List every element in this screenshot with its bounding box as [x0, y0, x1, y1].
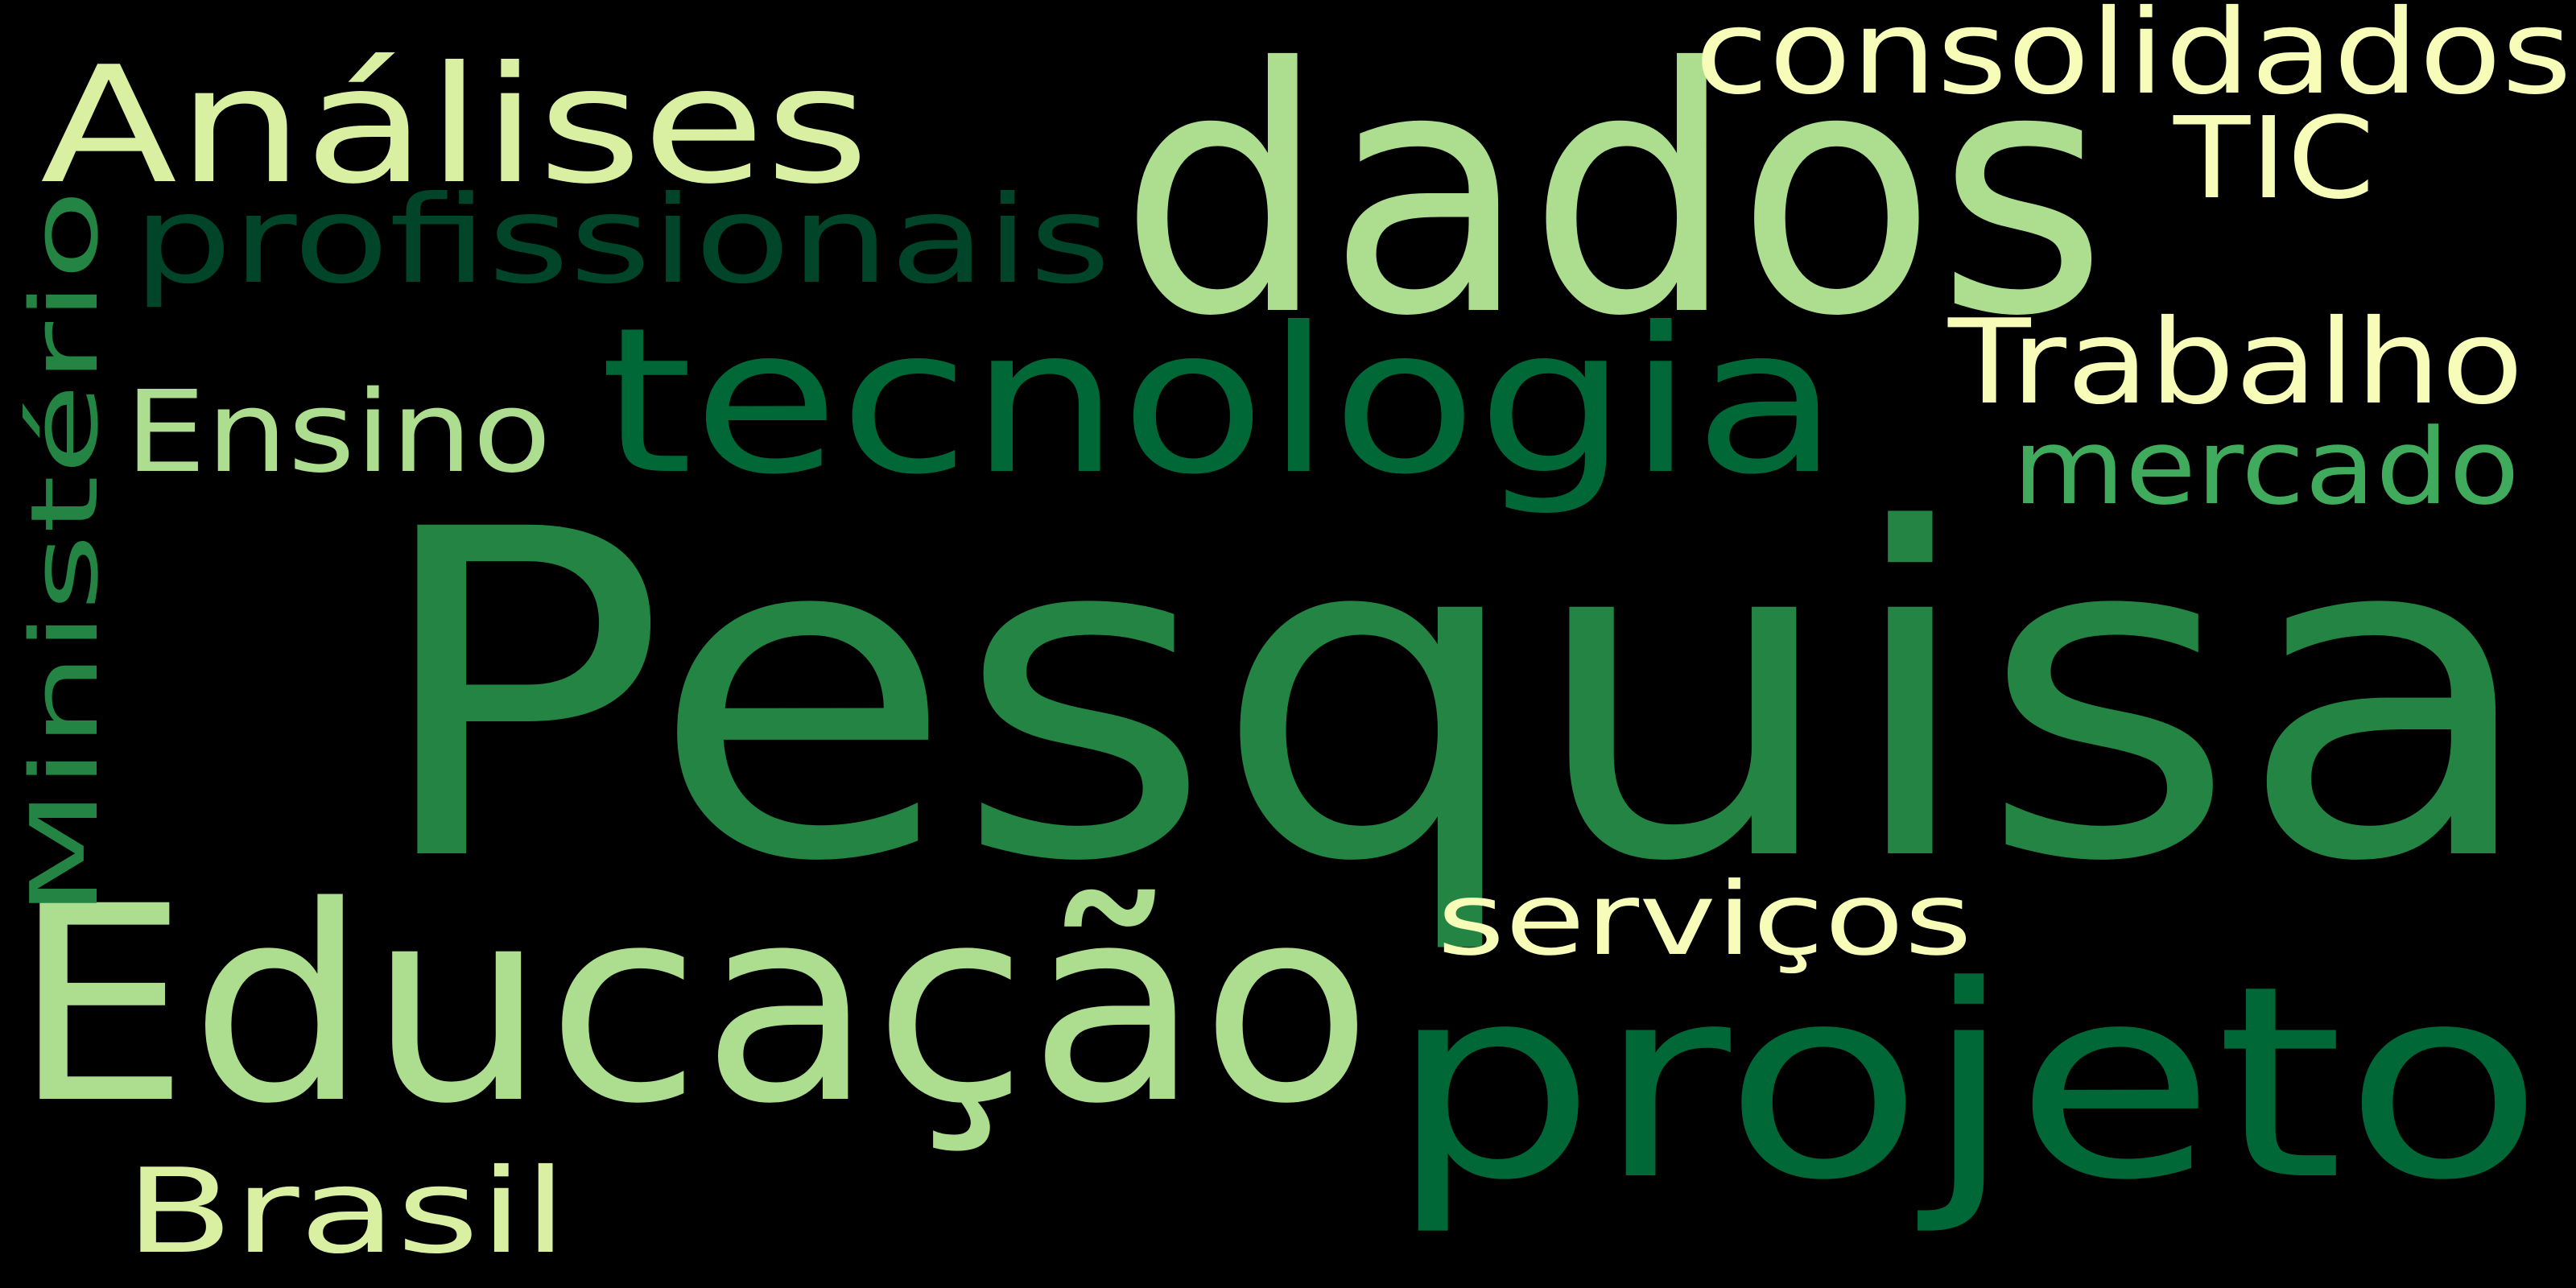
- word-group: Pesquisa dados Educação projeto tecnolog…: [11, 0, 2572, 1280]
- word-servicos: serviços: [1437, 861, 1972, 978]
- word-pesquisa: Pesquisa: [369, 436, 2541, 960]
- word-consolidados: consolidados: [1695, 0, 2572, 121]
- word-profissionais: profissionais: [133, 171, 1111, 311]
- word-educacao: Educação: [12, 849, 1373, 1163]
- word-projeto: projeto: [1389, 929, 2544, 1238]
- word-analises: Análises: [40, 32, 869, 220]
- word-tic: TIC: [2173, 93, 2375, 225]
- word-ensino: Ensino: [125, 367, 551, 498]
- word-brasil: Brasil: [125, 1144, 568, 1280]
- word-trabalho: Trabalho: [1947, 295, 2524, 431]
- word-ministerio: Ministério: [11, 189, 119, 918]
- word-dados: dados: [1119, 0, 2107, 390]
- word-tecnologia: tecnologia: [600, 284, 1839, 518]
- word-mercado: mercado: [2013, 406, 2520, 528]
